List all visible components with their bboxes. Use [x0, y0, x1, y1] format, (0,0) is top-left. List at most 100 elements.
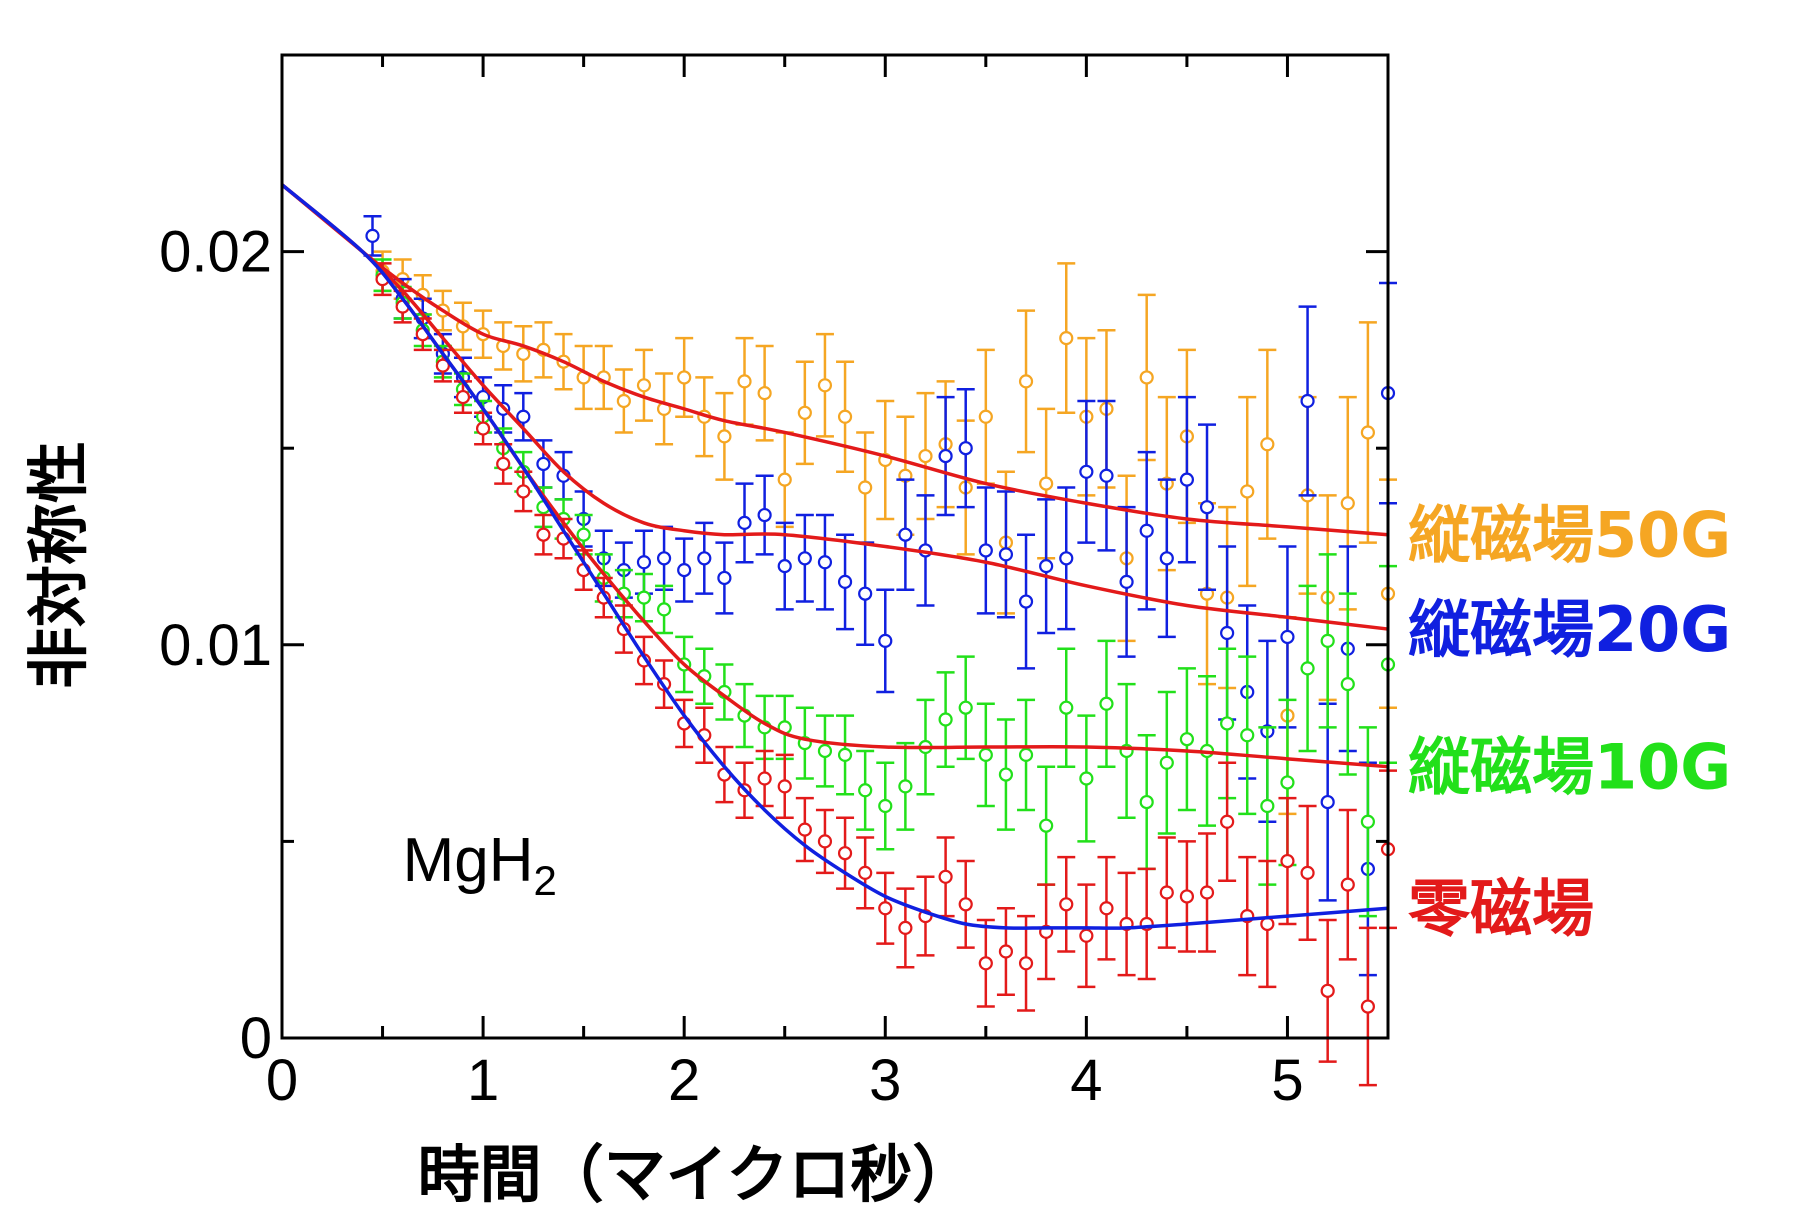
data-point	[815, 714, 834, 788]
data-point	[896, 741, 915, 831]
data-marker	[1099, 468, 1114, 483]
data-marker	[536, 527, 551, 542]
data-marker	[1340, 677, 1355, 692]
data-point	[675, 336, 694, 418]
data-marker	[455, 389, 471, 405]
data-marker	[697, 551, 712, 566]
y-tick-label: 0.02	[159, 220, 272, 285]
data-point	[1177, 395, 1196, 564]
data-marker	[496, 456, 511, 472]
data-point	[1358, 321, 1377, 544]
data-marker	[737, 515, 752, 531]
data-point	[896, 887, 915, 969]
data-point	[896, 478, 915, 592]
data-marker	[1320, 633, 1335, 648]
data-point	[795, 513, 814, 603]
sample-label-subscript: 2	[534, 857, 557, 904]
data-point	[1017, 698, 1036, 812]
data-point	[795, 360, 814, 466]
data-point	[1057, 647, 1076, 768]
data-point	[1177, 667, 1196, 812]
data-point	[976, 348, 995, 485]
data-point	[494, 321, 513, 371]
data-point	[1298, 584, 1317, 753]
data-point	[1298, 305, 1317, 497]
data-marker	[777, 472, 792, 487]
data-marker	[536, 456, 551, 472]
data-point	[534, 513, 553, 556]
data-point	[1037, 765, 1056, 886]
data-marker	[1360, 425, 1375, 440]
fit-curve	[280, 183, 1389, 537]
data-marker	[837, 747, 853, 762]
data-point	[534, 439, 553, 489]
data-marker	[878, 633, 893, 648]
data-marker	[1079, 464, 1094, 479]
data-point	[1097, 855, 1116, 961]
y-axis-title: 非対称性	[22, 441, 95, 689]
fit-curves	[280, 183, 1389, 930]
series-label: 縦磁場50G	[1408, 499, 1731, 572]
data-marker	[978, 747, 993, 762]
data-marker	[636, 590, 652, 605]
data-marker	[958, 441, 973, 456]
fit-curve	[280, 183, 1389, 631]
data-marker	[757, 386, 772, 401]
data-marker	[757, 771, 772, 786]
data-point	[775, 431, 794, 529]
data-point	[876, 588, 895, 694]
data-point	[1097, 399, 1116, 552]
data-marker	[1280, 853, 1295, 869]
data-marker	[797, 822, 812, 837]
data-point	[815, 513, 834, 611]
data-point	[634, 635, 653, 686]
data-marker	[636, 378, 652, 393]
data-point	[1077, 883, 1096, 989]
data-marker	[858, 480, 873, 495]
data-marker	[1260, 437, 1275, 452]
data-marker	[656, 551, 672, 566]
data-point	[655, 372, 674, 446]
data-marker	[858, 586, 873, 601]
data-marker	[978, 543, 993, 558]
data-marker	[817, 378, 833, 393]
data-point	[1037, 498, 1056, 635]
x-tick-label: 1	[467, 1048, 499, 1113]
data-marker	[858, 783, 873, 798]
data-point	[976, 918, 995, 1008]
data-marker	[737, 374, 752, 389]
data-marker	[1360, 814, 1375, 829]
data-marker	[1220, 716, 1235, 731]
data-marker	[516, 484, 531, 499]
data-point	[836, 714, 855, 796]
data-marker	[858, 865, 873, 880]
data-marker	[1119, 574, 1134, 589]
data-point	[936, 671, 955, 768]
data-point	[1238, 655, 1257, 816]
x-tick-label: 2	[668, 1048, 700, 1113]
data-point	[1137, 733, 1156, 871]
data-marker	[938, 869, 953, 884]
x-axis-title: 時間（マイクロ秒）	[418, 1138, 975, 1211]
data-marker	[1059, 331, 1074, 346]
data-marker	[1240, 484, 1255, 499]
data-point	[775, 753, 794, 820]
series-label: 縦磁場10G	[1408, 731, 1731, 804]
data-point	[996, 490, 1015, 619]
data-point	[1157, 836, 1176, 949]
data-point	[755, 344, 774, 442]
tick-labels: 0 1 2 3 4 5 0 0.01 0.02	[159, 220, 1303, 1113]
data-marker	[1139, 523, 1154, 538]
data-marker	[878, 901, 893, 916]
data-point	[1278, 796, 1297, 926]
data-point	[655, 525, 674, 592]
data-point	[514, 325, 533, 383]
data-marker	[797, 405, 812, 420]
data-point	[936, 395, 955, 517]
data-marker	[898, 527, 913, 542]
data-marker	[1179, 472, 1195, 487]
data-marker	[1340, 496, 1355, 511]
data-marker	[958, 897, 973, 912]
data-marker	[1199, 500, 1215, 515]
data-point	[1137, 293, 1156, 462]
